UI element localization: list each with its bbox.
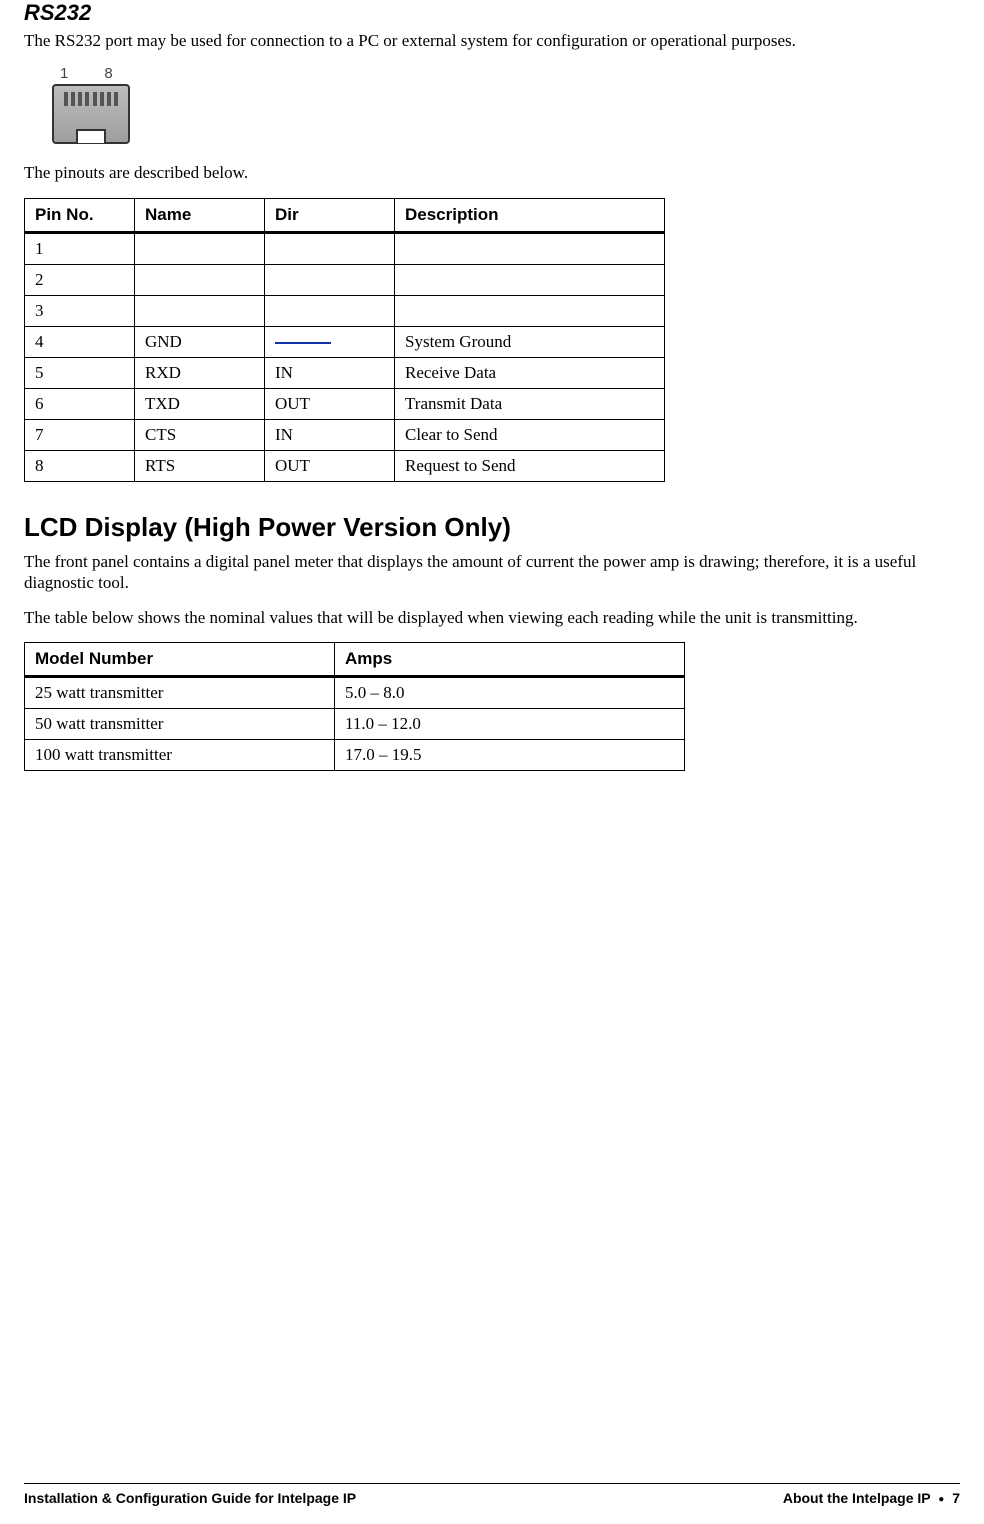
table-cell — [265, 295, 395, 326]
page: RS232 The RS232 port may be used for con… — [0, 0, 984, 1524]
table-cell: 6 — [25, 388, 135, 419]
bullet-icon: ● — [938, 1494, 944, 1505]
table-row: 4GND System Ground — [25, 326, 665, 357]
table-cell: 5 — [25, 357, 135, 388]
table-cell — [135, 264, 265, 295]
table-header-row: Model Number Amps — [25, 643, 685, 677]
table-cell: 4 — [25, 326, 135, 357]
table-cell: Receive Data — [395, 357, 665, 388]
table-row: 25 watt transmitter5.0 – 8.0 — [25, 677, 685, 709]
table-cell — [395, 232, 665, 264]
table-cell: RTS — [135, 450, 265, 481]
lcd-para2: The table below shows the nominal values… — [24, 607, 960, 628]
table-cell: 7 — [25, 419, 135, 450]
table-cell: GND — [135, 326, 265, 357]
table-cell — [395, 295, 665, 326]
table-row: 100 watt transmitter17.0 – 19.5 — [25, 740, 685, 771]
table-cell — [265, 264, 395, 295]
pinout-caption: The pinouts are described below. — [24, 162, 960, 183]
col-header: Amps — [335, 643, 685, 677]
table-row: 50 watt transmitter11.0 – 12.0 — [25, 709, 685, 740]
table-cell: Request to Send — [395, 450, 665, 481]
table-cell — [265, 232, 395, 264]
heading-lcd: LCD Display (High Power Version Only) — [24, 512, 960, 543]
pin-label-left: 1 — [60, 65, 68, 82]
pinout-table: Pin No. Name Dir Description 1234GND Syst… — [24, 198, 665, 482]
table-cell: 2 — [25, 264, 135, 295]
col-header: Pin No. — [25, 198, 135, 232]
table-cell: 8 — [25, 450, 135, 481]
table-cell: CTS — [135, 419, 265, 450]
table-cell: 17.0 – 19.5 — [335, 740, 685, 771]
table-cell: OUT — [265, 388, 395, 419]
footer-left: Installation & Configuration Guide for I… — [24, 1490, 356, 1506]
table-row: 5RXDINReceive Data — [25, 357, 665, 388]
col-header: Name — [135, 198, 265, 232]
col-header: Description — [395, 198, 665, 232]
table-cell: 1 — [25, 232, 135, 264]
table-row: 1 — [25, 232, 665, 264]
table-cell: 50 watt transmitter — [25, 709, 335, 740]
table-cell — [135, 232, 265, 264]
col-header: Model Number — [25, 643, 335, 677]
table-cell: 25 watt transmitter — [25, 677, 335, 709]
table-cell — [135, 295, 265, 326]
rj-connector-diagram: 1 8 — [52, 65, 960, 144]
table-cell: RXD — [135, 357, 265, 388]
table-cell: Transmit Data — [395, 388, 665, 419]
table-row: 3 — [25, 295, 665, 326]
table-cell: 11.0 – 12.0 — [335, 709, 685, 740]
table-cell — [265, 326, 395, 357]
ground-line-icon — [275, 342, 331, 344]
heading-rs232: RS232 — [24, 0, 960, 26]
table-row: 2 — [25, 264, 665, 295]
table-cell: IN — [265, 419, 395, 450]
amps-table: Model Number Amps 25 watt transmitter5.0… — [24, 642, 685, 771]
table-cell: Clear to Send — [395, 419, 665, 450]
table-row: 7CTSINClear to Send — [25, 419, 665, 450]
table-cell: 3 — [25, 295, 135, 326]
table-cell: 5.0 – 8.0 — [335, 677, 685, 709]
table-cell — [395, 264, 665, 295]
pin-label-right: 8 — [104, 65, 112, 82]
page-footer: Installation & Configuration Guide for I… — [24, 1483, 960, 1506]
lcd-para1: The front panel contains a digital panel… — [24, 551, 960, 594]
table-header-row: Pin No. Name Dir Description — [25, 198, 665, 232]
table-cell: System Ground — [395, 326, 665, 357]
rj-jack-icon — [52, 84, 130, 144]
table-cell: IN — [265, 357, 395, 388]
table-cell: TXD — [135, 388, 265, 419]
footer-right-text: About the Intelpage IP — [783, 1490, 931, 1506]
table-cell: 100 watt transmitter — [25, 740, 335, 771]
col-header: Dir — [265, 198, 395, 232]
footer-page-number: 7 — [952, 1490, 960, 1506]
table-cell: OUT — [265, 450, 395, 481]
table-row: 8RTSOUTRequest to Send — [25, 450, 665, 481]
footer-right: About the Intelpage IP ● 7 — [783, 1490, 960, 1506]
rs232-intro: The RS232 port may be used for connectio… — [24, 30, 960, 51]
table-row: 6TXDOUTTransmit Data — [25, 388, 665, 419]
